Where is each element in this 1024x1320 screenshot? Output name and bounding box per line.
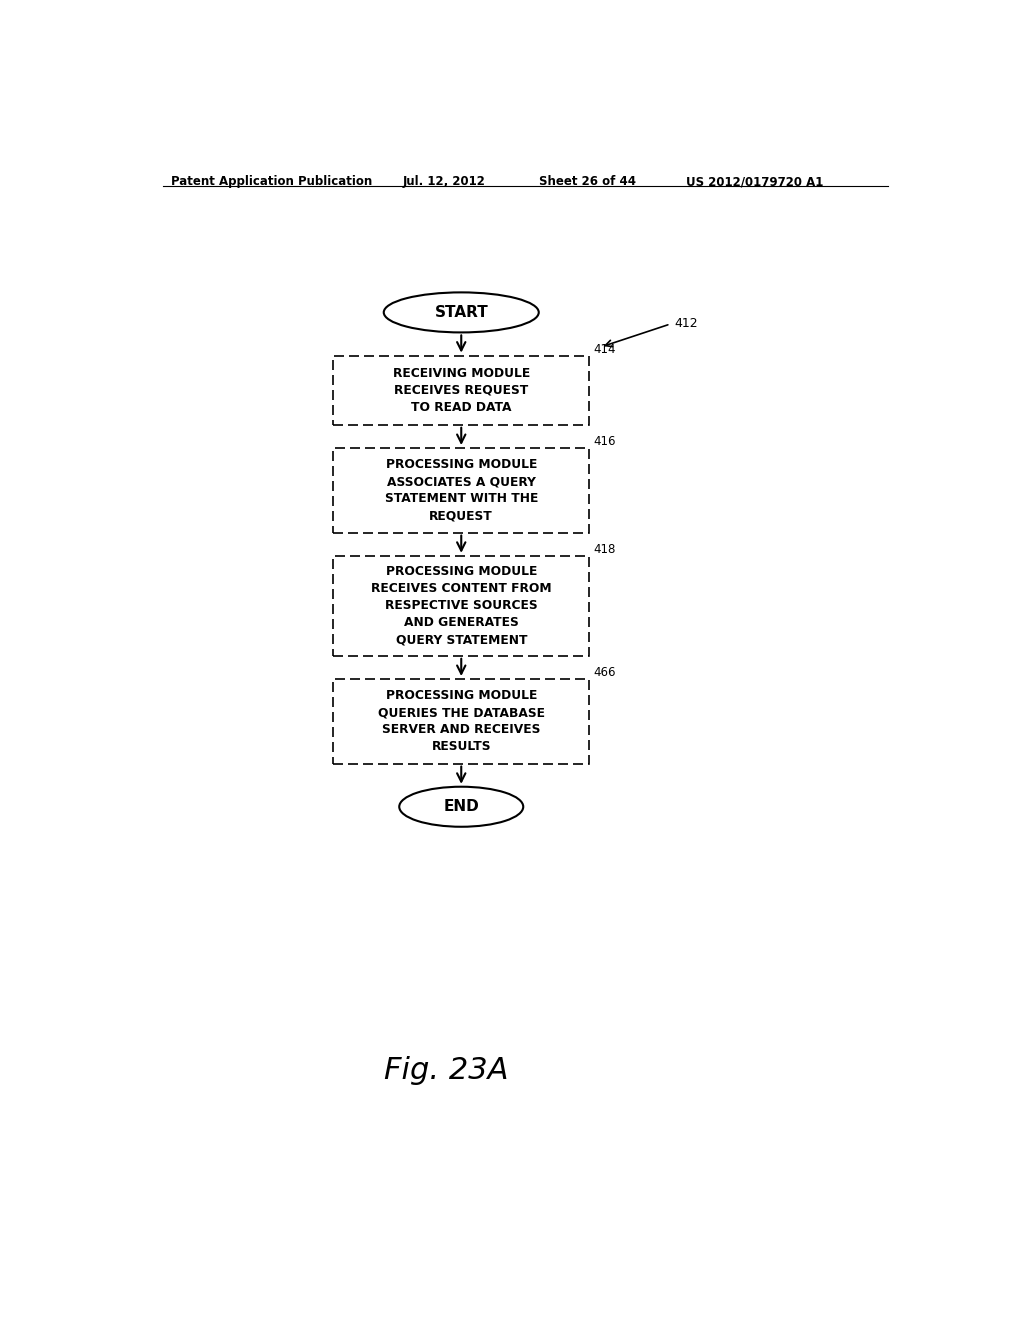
FancyBboxPatch shape	[334, 556, 589, 656]
Text: 466: 466	[593, 665, 615, 678]
Ellipse shape	[384, 293, 539, 333]
FancyBboxPatch shape	[334, 447, 589, 533]
Text: 416: 416	[593, 434, 615, 447]
Text: 418: 418	[593, 543, 615, 556]
Text: 414: 414	[593, 342, 615, 355]
Text: RECEIVING MODULE
RECEIVES REQUEST
TO READ DATA: RECEIVING MODULE RECEIVES REQUEST TO REA…	[392, 367, 529, 413]
Text: START: START	[434, 305, 488, 319]
Text: 412: 412	[675, 317, 698, 330]
Text: US 2012/0179720 A1: US 2012/0179720 A1	[686, 176, 823, 189]
FancyBboxPatch shape	[334, 678, 589, 764]
Text: Sheet 26 of 44: Sheet 26 of 44	[539, 176, 636, 189]
Ellipse shape	[399, 787, 523, 826]
Text: END: END	[443, 799, 479, 814]
Text: PROCESSING MODULE
ASSOCIATES A QUERY
STATEMENT WITH THE
REQUEST: PROCESSING MODULE ASSOCIATES A QUERY STA…	[385, 458, 538, 523]
Text: PROCESSING MODULE
RECEIVES CONTENT FROM
RESPECTIVE SOURCES
AND GENERATES
QUERY S: PROCESSING MODULE RECEIVES CONTENT FROM …	[371, 565, 552, 647]
Text: Fig. 23A: Fig. 23A	[384, 1056, 508, 1085]
Text: PROCESSING MODULE
QUERIES THE DATABASE
SERVER AND RECEIVES
RESULTS: PROCESSING MODULE QUERIES THE DATABASE S…	[378, 689, 545, 754]
Text: Jul. 12, 2012: Jul. 12, 2012	[403, 176, 486, 189]
Text: Patent Application Publication: Patent Application Publication	[171, 176, 372, 189]
FancyBboxPatch shape	[334, 355, 589, 425]
